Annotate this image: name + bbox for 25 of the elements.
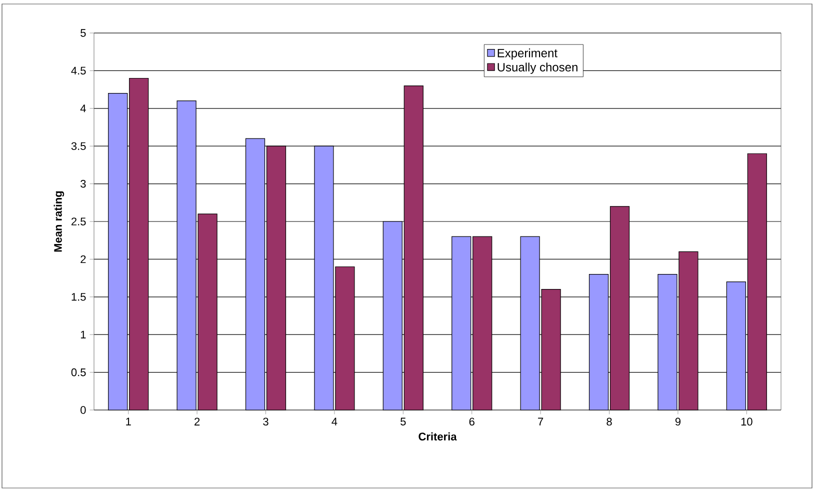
x-axis-title: Criteria bbox=[418, 432, 457, 440]
y-axis-title: Mean rating bbox=[54, 191, 64, 252]
y-tick-label: 1.5 bbox=[72, 293, 86, 301]
y-tick-label: 3 bbox=[80, 180, 86, 188]
y-tick-label: 0 bbox=[80, 406, 86, 414]
legend-label: Experiment bbox=[498, 48, 558, 60]
x-tick-label: 9 bbox=[675, 418, 680, 426]
legend-label: Usually chosen bbox=[498, 62, 578, 74]
x-tick-label: 7 bbox=[538, 418, 544, 426]
x-tick-label: 4 bbox=[332, 418, 338, 426]
x-tick-label: 3 bbox=[263, 418, 268, 426]
x-tick-label: 2 bbox=[194, 418, 200, 426]
y-tick-label: 5 bbox=[80, 29, 86, 37]
y-tick-label: 2.5 bbox=[71, 218, 86, 226]
x-tick-label: 5 bbox=[400, 418, 406, 426]
x-tick-label: 10 bbox=[741, 418, 752, 426]
y-tick-label: 2 bbox=[80, 255, 86, 264]
y-tick-label: 1 bbox=[80, 330, 86, 338]
x-tick-label: 8 bbox=[606, 418, 612, 426]
y-tick-label: 4 bbox=[80, 104, 86, 112]
x-tick-label: 6 bbox=[469, 418, 474, 426]
y-tick-label: 4.5 bbox=[71, 66, 86, 75]
y-tick-label: 3.5 bbox=[71, 142, 86, 150]
y-tick-label: 0.5 bbox=[71, 368, 86, 376]
x-tick-label: 1 bbox=[126, 418, 131, 426]
